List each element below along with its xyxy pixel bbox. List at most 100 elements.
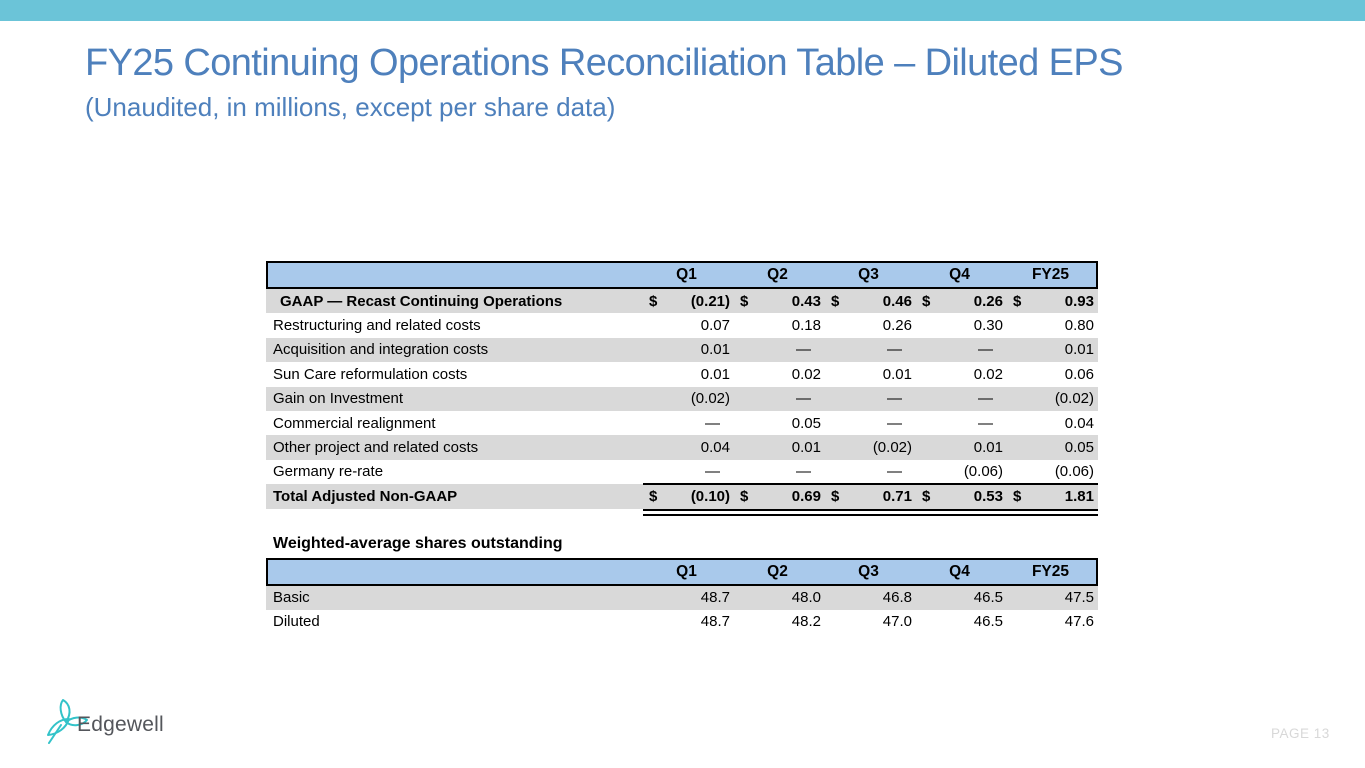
row-values: $ (0.10) $0.69 $0.71 $0.53 $1.81 bbox=[643, 484, 1098, 508]
cell-value: 0.06 bbox=[1064, 365, 1094, 383]
value-cell: 0.01 bbox=[734, 435, 825, 459]
cell-value: — bbox=[978, 341, 993, 359]
column-header: Q4 bbox=[949, 266, 970, 283]
cell-value: — bbox=[887, 390, 902, 408]
table-row: Acquisition and integration costs 0.01 — — —… bbox=[266, 337, 1098, 363]
cell-value: — bbox=[887, 341, 902, 359]
table-row: Total Adjusted Non-GAAP $ (0.10) $0.69 $0.71… bbox=[266, 482, 1098, 517]
value-cell: $0.26 bbox=[916, 289, 1007, 313]
value-cell: — bbox=[734, 460, 825, 484]
column-header: Q2 bbox=[767, 563, 788, 580]
cell-value: 0.26 bbox=[973, 292, 1003, 310]
value-cell: 48.7 bbox=[643, 610, 734, 634]
value-cell: 0.04 bbox=[1007, 411, 1098, 435]
value-cell: — bbox=[734, 387, 825, 411]
table-row: Restructuring and related costs 0.07 0.18 0… bbox=[266, 313, 1098, 337]
dollar-sign: $ bbox=[740, 487, 749, 505]
value-cell: 0.05 bbox=[734, 411, 825, 435]
value-cell: 0.06 bbox=[1007, 362, 1098, 386]
value-cell: 0.18 bbox=[734, 313, 825, 337]
value-cell: 46.5 bbox=[916, 610, 1007, 634]
edgewell-hummingbird-icon bbox=[47, 699, 88, 744]
value-cell: 0.04 bbox=[643, 435, 734, 459]
table-row: Basic 48.7 48.0 46.8 46.5 47.5 bbox=[266, 586, 1098, 610]
cell-value: (0.21) bbox=[690, 292, 730, 310]
table-header-row: Q1 Q2 Q3 Q4 FY25 bbox=[266, 558, 1098, 586]
cell-value: 0.43 bbox=[791, 292, 821, 310]
value-cell: 0.01 bbox=[1007, 338, 1098, 362]
table-row: Diluted 48.7 48.2 47.0 46.5 47.6 bbox=[266, 610, 1098, 634]
table-row: GAAP — Recast Continuing Operations $ (0.2… bbox=[266, 289, 1098, 314]
page-number: PAGE 13 bbox=[1271, 726, 1330, 741]
table-row: Gain on Investment (0.02) — — — (0.02) bbox=[266, 386, 1098, 411]
cell-value: 0.04 bbox=[1064, 414, 1094, 432]
value-cell: $0.43 bbox=[734, 289, 825, 313]
value-cell: $ (0.21) bbox=[643, 289, 734, 313]
value-cell: $0.69 bbox=[734, 484, 825, 508]
cell-value: 0.01 bbox=[791, 439, 821, 457]
cell-value: 46.5 bbox=[973, 612, 1003, 630]
column-header: Q4 bbox=[949, 563, 970, 580]
row-values: (0.02) — — — (0.02) bbox=[643, 387, 1098, 411]
cell-value: 48.0 bbox=[791, 589, 821, 607]
header-columns: Q1 Q2 Q3 Q4 FY25 bbox=[641, 263, 1096, 287]
cell-value: (0.06) bbox=[1054, 463, 1094, 481]
cell-value: — bbox=[796, 341, 811, 359]
value-cell: $0.93 bbox=[1007, 289, 1098, 313]
cell-value: 0.69 bbox=[791, 487, 821, 505]
cell-value: — bbox=[978, 414, 993, 432]
cell-value: 0.01 bbox=[1064, 341, 1094, 359]
slide-subtitle: (Unaudited, in millions, except per shar… bbox=[85, 92, 616, 122]
cell-value: — bbox=[705, 463, 720, 481]
dollar-sign: $ bbox=[1013, 487, 1022, 505]
row-label: Commercial realignment bbox=[273, 414, 436, 432]
value-cell: 0.30 bbox=[916, 313, 1007, 337]
row-label: Acquisition and integration costs bbox=[273, 341, 489, 359]
cell-value: 0.01 bbox=[973, 439, 1003, 457]
value-cell: (0.02) bbox=[825, 435, 916, 459]
shares-table-title: Weighted-average shares outstanding bbox=[273, 535, 563, 552]
value-cell: 0.26 bbox=[825, 313, 916, 337]
cell-value: 0.02 bbox=[973, 365, 1003, 383]
cell-value: 0.07 bbox=[700, 317, 730, 335]
table-header-row: Q1 Q2 Q3 Q4 FY25 bbox=[266, 261, 1098, 289]
value-cell: (0.06) bbox=[916, 460, 1007, 484]
value-cell: 46.5 bbox=[916, 586, 1007, 610]
row-label: Sun Care reformulation costs bbox=[273, 365, 468, 383]
cell-value: 0.46 bbox=[882, 292, 912, 310]
value-cell: 47.5 bbox=[1007, 586, 1098, 610]
value-cell: — bbox=[825, 411, 916, 435]
value-cell: 48.2 bbox=[734, 610, 825, 634]
row-values: 0.07 0.18 0.26 0.30 0.80 bbox=[643, 313, 1098, 337]
value-cell: 0.02 bbox=[916, 362, 1007, 386]
column-header: Q2 bbox=[767, 266, 788, 283]
row-values: 48.7 48.2 47.0 46.5 47.6 bbox=[643, 610, 1098, 634]
header-spacer bbox=[268, 560, 641, 584]
cell-value: 0.18 bbox=[791, 317, 821, 335]
row-values: $ (0.21) $0.43 $0.46 $0.26 $0.93 bbox=[643, 289, 1098, 313]
row-label: GAAP — Recast Continuing Operations bbox=[280, 292, 563, 310]
value-cell: 0.01 bbox=[643, 362, 734, 386]
value-cell: — bbox=[643, 411, 734, 435]
shares-outstanding-table: Q1 Q2 Q3 Q4 FY25 Basic 48.7 48.0 46.8 46.5 47.5 Dil… bbox=[266, 558, 1098, 633]
value-cell: — bbox=[825, 460, 916, 484]
header-columns: Q1 Q2 Q3 Q4 FY25 bbox=[641, 560, 1096, 584]
cell-value: 0.53 bbox=[973, 487, 1003, 505]
row-values: 0.04 0.01 (0.02) 0.01 0.05 bbox=[643, 435, 1098, 459]
value-cell: — bbox=[643, 460, 734, 484]
cell-value: 0.71 bbox=[882, 487, 912, 505]
row-label: Other project and related costs bbox=[273, 439, 479, 457]
row-label: Total Adjusted Non-GAAP bbox=[273, 487, 458, 505]
cell-value: — bbox=[796, 463, 811, 481]
cell-value: (0.02) bbox=[872, 439, 912, 457]
top-accent-bar bbox=[0, 0, 1365, 21]
dollar-sign: $ bbox=[922, 292, 931, 310]
column-header: Q1 bbox=[676, 563, 697, 580]
row-label: Basic bbox=[273, 589, 310, 607]
value-cell: 0.07 bbox=[643, 313, 734, 337]
value-cell: — bbox=[825, 338, 916, 362]
cell-value: (0.02) bbox=[1054, 390, 1094, 408]
cell-value: 48.7 bbox=[700, 589, 730, 607]
dollar-sign: $ bbox=[1013, 292, 1022, 310]
value-cell: $1.81 bbox=[1007, 484, 1098, 508]
